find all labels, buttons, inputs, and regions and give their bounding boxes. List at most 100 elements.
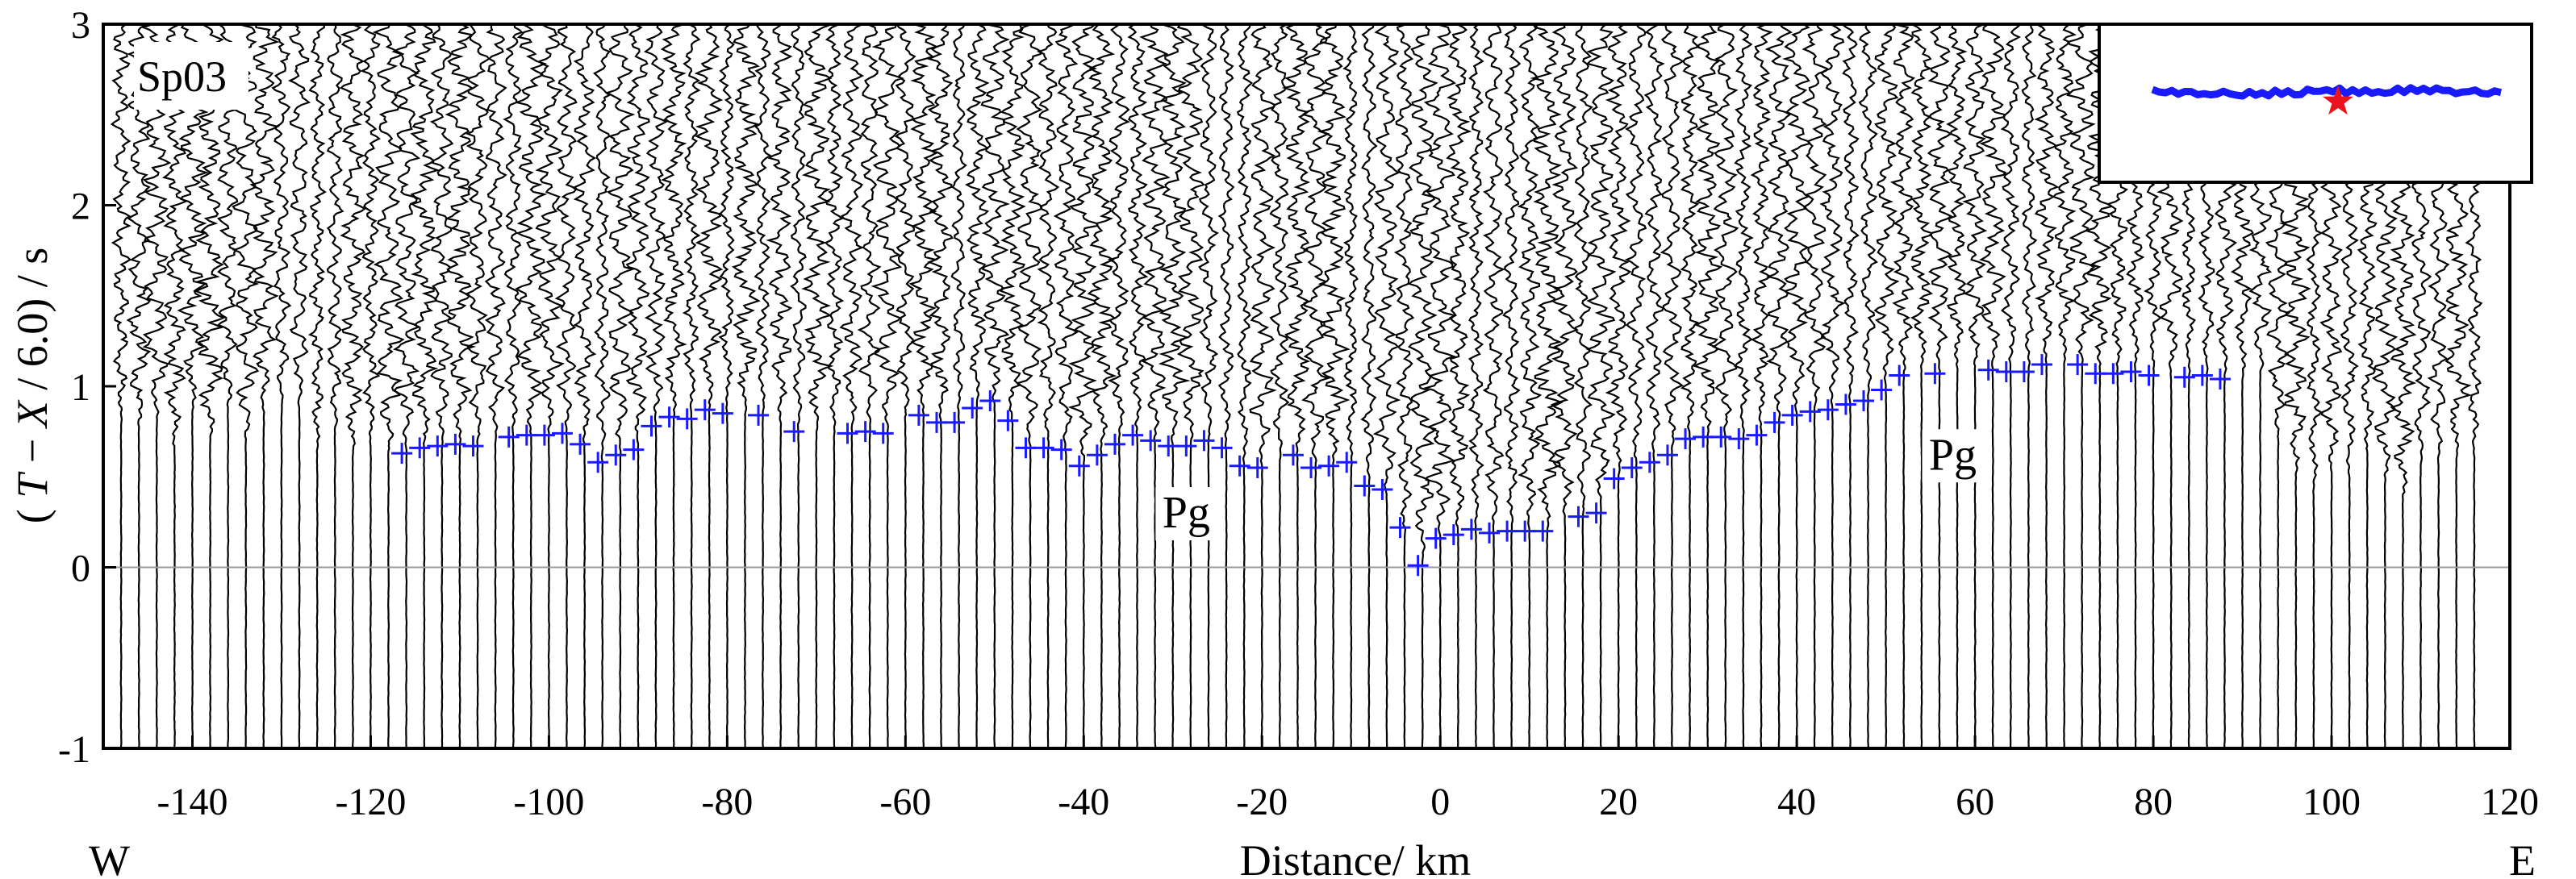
pg-pick-point <box>427 435 449 457</box>
seismic-trace <box>1087 24 1117 748</box>
pg-pick-point <box>1693 426 1714 448</box>
x-tick-label: 0 <box>1430 781 1450 823</box>
pg-pick-point <box>1158 435 1179 457</box>
seismic-trace <box>643 24 669 748</box>
seismic-trace <box>1107 24 1130 748</box>
seismic-trace <box>249 24 281 748</box>
pg-pick-point <box>1764 411 1785 433</box>
seismic-trace <box>1198 24 1219 748</box>
pg-pick-point <box>748 404 770 426</box>
seismic-trace <box>592 24 612 748</box>
pg-pick-point <box>872 423 894 444</box>
y-tick-label: 0 <box>71 548 90 590</box>
pg-pick-point <box>2173 366 2195 388</box>
pg-pick-point <box>533 424 555 446</box>
pg-pick-point <box>1442 524 1464 546</box>
seismic-trace <box>1962 24 1988 748</box>
seismic-trace <box>1281 24 1311 748</box>
seismic-trace <box>1625 24 1647 748</box>
seismic-trace <box>2000 24 2022 748</box>
seismic-trace <box>1127 24 1149 748</box>
seismic-trace <box>908 24 939 748</box>
seismic-trace <box>503 24 524 748</box>
seismic-trace <box>1585 24 1617 748</box>
seismic-trace <box>1680 24 1701 748</box>
seismic-trace <box>1643 24 1665 748</box>
pg-pick-point <box>854 421 876 443</box>
phase-annotation: Pg <box>1929 430 1977 480</box>
pg-pick-point <box>1104 433 1125 455</box>
seismic-trace <box>1573 24 1593 748</box>
y-tick-label: -1 <box>58 728 90 771</box>
pg-pick-point <box>694 399 716 421</box>
seismic-trace <box>718 24 735 748</box>
seismic-trace <box>660 24 687 748</box>
seismic-trace <box>1842 24 1860 748</box>
seismic-trace <box>1819 24 1846 748</box>
seismic-trace <box>1269 24 1290 748</box>
seismic-trace <box>110 24 132 748</box>
seismic-trace <box>857 24 882 748</box>
seismic-trace <box>801 24 834 748</box>
seismic-trace <box>410 24 440 748</box>
pg-pick-point <box>1086 444 1108 466</box>
seismic-trace <box>126 24 152 748</box>
seismic-trace <box>1482 24 1505 748</box>
seismic-trace <box>1067 24 1100 748</box>
pg-pick-point <box>676 408 698 430</box>
y-tick-label: 3 <box>71 4 90 47</box>
pg-pick-point <box>1175 435 1197 457</box>
seismic-trace <box>694 24 724 748</box>
pg-pick-point <box>979 390 1001 411</box>
x-tick-label: -80 <box>701 781 753 823</box>
seismic-trace <box>731 24 761 748</box>
pg-pick-point <box>1033 437 1054 459</box>
location-inset-map <box>2098 23 2533 184</box>
pg-pick-point <box>1995 361 2017 383</box>
profile-line <box>2151 84 2503 100</box>
x-axis-ticks: -140 -120 -100 -80 -60 -40 -20 0 20 40 60 80 100 120 <box>157 735 2539 823</box>
pg-pick-point <box>1497 520 1518 542</box>
pg-pick-point <box>926 411 948 433</box>
seismic-trace <box>964 24 990 748</box>
seismic-trace <box>2052 24 2077 748</box>
pg-pick-point <box>1977 359 1999 381</box>
seismic-trace <box>1693 24 1723 748</box>
seismic-trace <box>980 24 1010 748</box>
seismic-trace <box>1734 24 1754 748</box>
pg-pick-point <box>658 406 680 428</box>
pg-pick-point <box>2191 365 2213 386</box>
seismic-trace <box>429 24 454 748</box>
seismic-trace <box>177 24 210 748</box>
pg-pick-point <box>1585 502 1607 524</box>
pg-pick-point <box>997 410 1019 431</box>
seismic-trace <box>1139 24 1171 748</box>
seismic-trace <box>1237 24 1254 748</box>
pg-picks <box>391 354 2231 577</box>
panel-label-box <box>134 42 248 110</box>
pg-pick-point <box>2209 369 2231 390</box>
seismic-trace <box>484 24 507 748</box>
seismic-trace <box>1946 24 1968 748</box>
pg-pick-point <box>391 443 413 464</box>
y-axis-ticks: -1 0 1 2 3 <box>58 4 116 771</box>
seismic-trace <box>1782 24 1811 748</box>
seismic-trace <box>1342 24 1359 748</box>
pg-pick-point <box>1068 455 1090 477</box>
pg-pick-point <box>712 402 733 424</box>
pg-pick-point <box>1514 520 1536 542</box>
x-tick-label: 60 <box>1956 781 1994 823</box>
annotation-background <box>1155 487 1217 541</box>
phase-annotation: Pg <box>1163 488 1210 538</box>
seismic-trace <box>926 24 954 748</box>
seismic-trace <box>1372 24 1401 748</box>
seismic-trace <box>2082 24 2115 748</box>
seismic-trace <box>1393 24 1415 748</box>
east-label: E <box>2509 836 2536 879</box>
x-tick-label: -60 <box>879 781 931 823</box>
shot-point-star-icon <box>2323 85 2353 115</box>
seismic-trace <box>326 24 344 748</box>
seismic-trace <box>372 24 405 748</box>
seismic-trace <box>466 24 491 748</box>
